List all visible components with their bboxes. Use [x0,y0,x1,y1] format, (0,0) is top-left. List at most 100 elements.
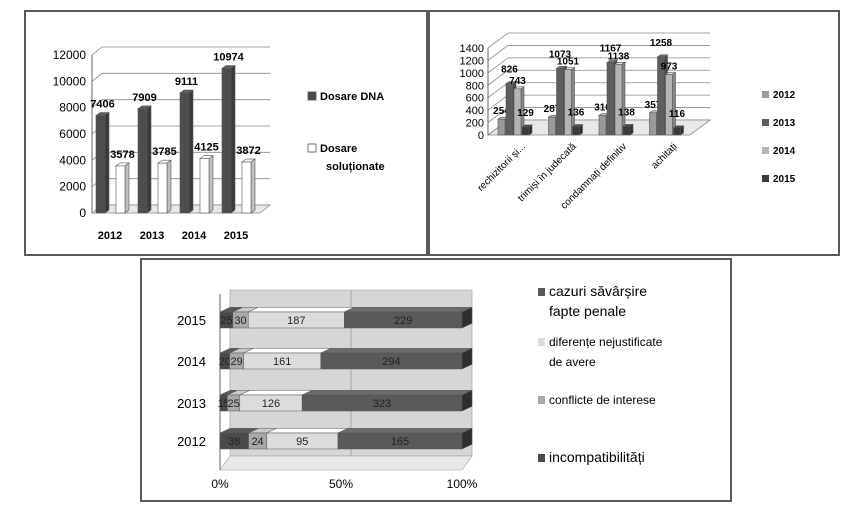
data-label: 29 [230,356,242,368]
chart-floor [219,455,473,471]
x-tick-label: 0% [211,477,229,491]
bar-2014-1 [563,67,576,136]
data-label: 287 [544,104,561,115]
bar-2015-0-front [521,126,530,136]
bar-top [344,307,473,313]
data-label: 116 [669,109,686,120]
y-tick-label: 2012 [177,434,206,449]
y-tick-label: 1000 [460,68,484,80]
legend-swatch [307,143,317,153]
bar-dosare-solutionate-side [250,158,256,214]
bar-dosare-dna-front [179,92,190,214]
bar-side [461,427,473,450]
bar-dosare-solutionate-side [124,162,130,214]
legend-label: Dosare [320,143,357,155]
data-label: 826 [501,65,518,76]
bar-dosare-dna-front [221,68,232,214]
bar-segment [344,307,473,329]
bar-dosare-solutionate [157,159,172,214]
bar-dosare-solutionate-front [115,165,126,214]
bar-2012-3-front [649,112,657,136]
data-label: 3785 [152,146,176,158]
bar-segment [219,307,243,329]
bar-2015-0 [521,124,533,136]
bar-2014-3 [664,71,677,136]
bar-2015-1-front [572,126,580,136]
data-label: 95 [296,436,308,448]
bar-dosare-solutionate-front [241,161,252,214]
data-label: 1138 [608,51,630,62]
bar-2013-2-front [606,62,615,136]
gridline [91,99,270,108]
bar-2013-1-front [556,68,564,136]
gridline [487,57,710,74]
bar-segment [243,348,331,370]
y-tick-label: 1200 [460,55,484,67]
data-label: 10974 [213,52,244,64]
x-tick-label: 100% [447,477,478,491]
bar-dosare-solutionate-front [157,162,168,214]
data-label: 20 [219,356,231,368]
bar-top [239,390,313,396]
bar-dosare-solutionate [241,158,256,214]
data-label: 1073 [549,49,572,60]
data-label: 138 [618,107,635,118]
y-tick-label: 0 [478,130,484,142]
data-label: 187 [287,315,305,327]
bar-2012-2-front [598,115,607,136]
data-label: 254 [493,106,510,117]
bar-dosare-dna [137,105,152,214]
legend-swatch [762,119,769,126]
chart-integrity-panel: 0% 50% 100% 38 24 95 165 2012 15 25 126 323 2013 20 29… [140,258,732,502]
data-label: 3578 [110,149,134,161]
bar-segment [229,348,254,370]
legend-swatch [538,288,545,296]
legend-label: incompatibilități [549,449,645,465]
y-tick-label: 2014 [177,354,206,369]
y-tick-label: 800 [466,80,484,92]
data-label: 3872 [236,145,260,157]
data-label: 126 [262,398,280,410]
bar-2014-1-front [564,69,572,136]
y-tick-label: 400 [466,105,484,117]
legend-label: 2013 [773,118,796,129]
bar-dosare-dna-side [230,64,236,214]
bar-2014-1-side [571,67,575,136]
data-label: 1258 [650,38,673,49]
bar-dosare-dna-front [137,108,148,214]
x-tick-label: 2013 [140,230,164,242]
bar-2015-1 [571,123,584,136]
x-tick-label: 2015 [224,230,248,242]
y-tick-label: 2013 [177,396,206,411]
bar-segment [219,428,259,450]
data-label: 1051 [557,57,580,68]
bar-2014-2-side [621,61,626,136]
data-label: 25 [227,398,239,410]
data-label: 7406 [90,98,114,110]
y-tick-label: 10000 [53,74,87,88]
bar-top [337,428,473,434]
y-tick-label: 8000 [59,101,86,115]
chart-dna-cases-panel: 0 2000 4000 6000 8000 10000 12000 7406 3578 2012 7… [24,10,428,256]
data-label: 25 [220,315,232,327]
legend-label: 2014 [773,146,796,157]
x-tick-label: achitați [649,141,679,171]
bar-top [302,390,473,396]
legend-label: 2012 [773,90,796,101]
legend-label: conflicte de interese [549,393,656,407]
bar-2014-0-front [513,88,522,136]
bar-2015-1-side [579,123,583,136]
data-label: 743 [509,76,526,87]
bar-2012-1-front [548,116,556,136]
legend-label: 2015 [773,174,796,185]
data-label: 229 [394,315,412,327]
bar-segment [227,390,250,412]
legend-label: soluționate [326,161,385,173]
x-tick-label: 50% [329,477,353,491]
y-tick-label: 2015 [177,313,206,328]
legend-label: fapte penale [549,303,626,319]
bar-dosare-solutionate-side [166,159,172,214]
y-tick-label: 2000 [59,180,86,194]
bar-2014-3-side [672,71,676,136]
